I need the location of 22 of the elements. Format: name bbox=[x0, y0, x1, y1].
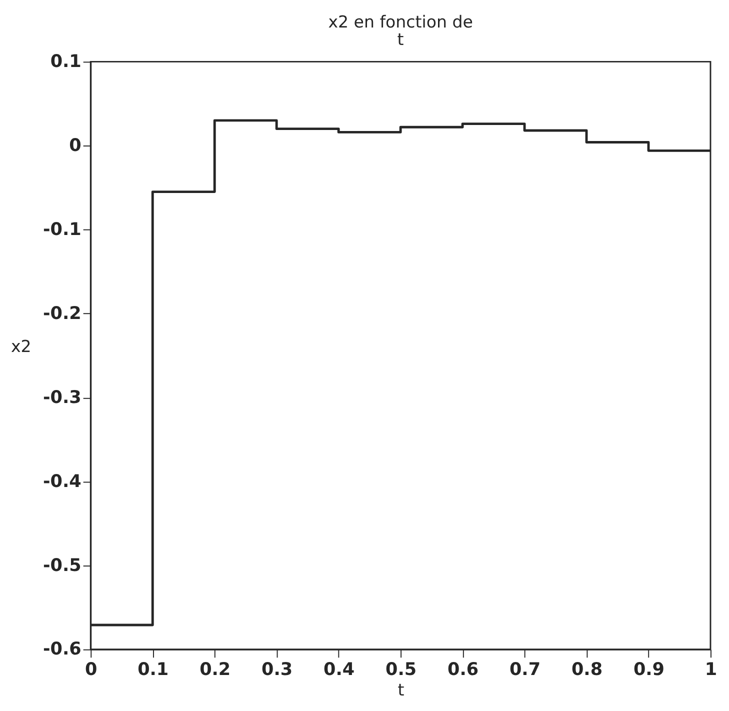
x-tick-label: 0.9 bbox=[633, 660, 665, 680]
x-tick-label: 0.7 bbox=[509, 660, 541, 680]
x-tick-label: 0.6 bbox=[448, 660, 479, 680]
y-tick-label: -0.5 bbox=[43, 556, 82, 576]
x-tick-label: 0.3 bbox=[262, 660, 293, 680]
y-tick-label: -0.1 bbox=[43, 220, 82, 240]
y-tick-label: -0.2 bbox=[43, 304, 82, 324]
x-tick-label: 0.5 bbox=[386, 660, 417, 680]
x-tick-label: 0.8 bbox=[571, 660, 603, 680]
y-tick-label: -0.3 bbox=[43, 388, 82, 408]
y-tick-label: -0.4 bbox=[43, 472, 82, 492]
x-axis-title: t bbox=[398, 680, 405, 700]
chart-title: x2 en fonction de t bbox=[328, 12, 473, 50]
x-tick-label: 0 bbox=[85, 660, 98, 680]
x-tick-label: 1 bbox=[704, 660, 718, 680]
x-tick-label: 0.4 bbox=[324, 660, 355, 680]
y-tick-label: 0.1 bbox=[50, 52, 82, 72]
y-tick-label: -0.6 bbox=[43, 640, 82, 660]
y-axis-title: x2 bbox=[11, 337, 32, 356]
x-tick-label: 0.1 bbox=[138, 660, 169, 680]
x-tick-label: 0.2 bbox=[200, 660, 231, 680]
y-tick-label: 0 bbox=[69, 136, 82, 156]
